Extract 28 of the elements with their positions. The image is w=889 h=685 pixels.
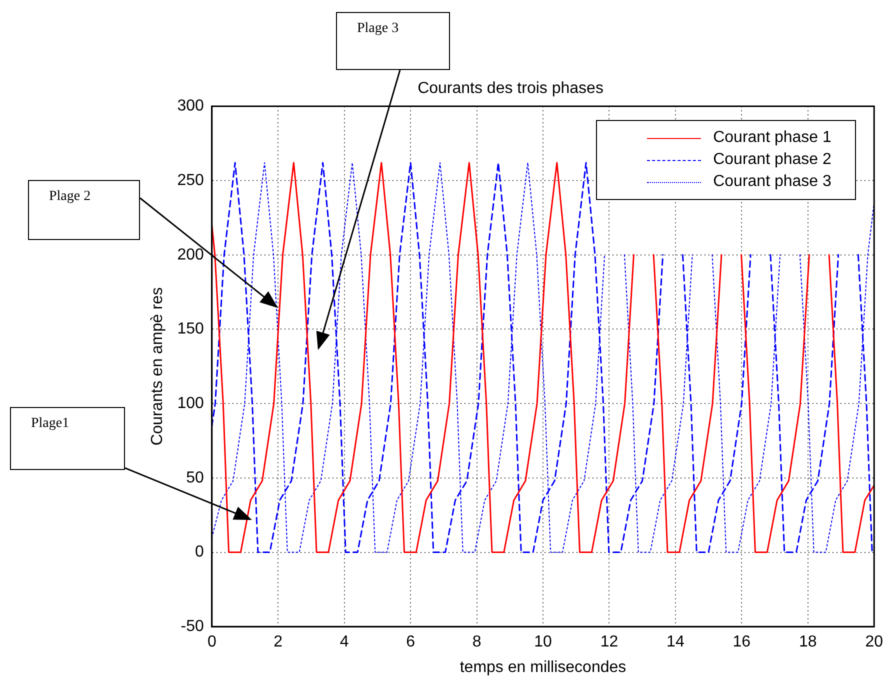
x-tick-label: 18 <box>798 634 817 651</box>
legend-label: Courant phase 2 <box>713 151 832 170</box>
y-tick-label: 50 <box>186 469 204 486</box>
x-tick-label: 0 <box>207 634 216 651</box>
x-tick-label: 4 <box>340 634 349 651</box>
chart-title: Courants des trois phases <box>418 80 604 98</box>
x-tick-label: 14 <box>666 634 684 651</box>
y-tick-label: 0 <box>194 544 204 561</box>
y-tick-label: 300 <box>177 98 204 115</box>
text: Plage1 <box>10 407 125 470</box>
y-tick-label: 250 <box>177 172 204 189</box>
x-tick-label: 20 <box>865 634 884 651</box>
x-tick-label: 16 <box>732 634 751 651</box>
y-tick-label: 100 <box>177 394 204 412</box>
legend-label: Courant phase 1 <box>713 129 832 148</box>
y-tick-label: 200 <box>177 246 204 264</box>
x-tick-label: 6 <box>406 634 416 651</box>
x-axis-title: temps en millisecondes <box>460 658 626 676</box>
text: Plage 3 <box>336 12 450 70</box>
y-axis-title: Courants en ampè res <box>149 287 166 446</box>
x-tick-label: 12 <box>600 634 618 651</box>
x-tick-label: 8 <box>472 634 482 651</box>
y-tick-label: -50 <box>180 618 204 636</box>
legend-label: Courant phase 3 <box>713 173 832 192</box>
y-tick-label: 150 <box>177 320 204 338</box>
x-tick-label: 2 <box>274 634 283 651</box>
text: Plage 2 <box>28 180 140 240</box>
x-tick-label: 10 <box>534 634 552 651</box>
